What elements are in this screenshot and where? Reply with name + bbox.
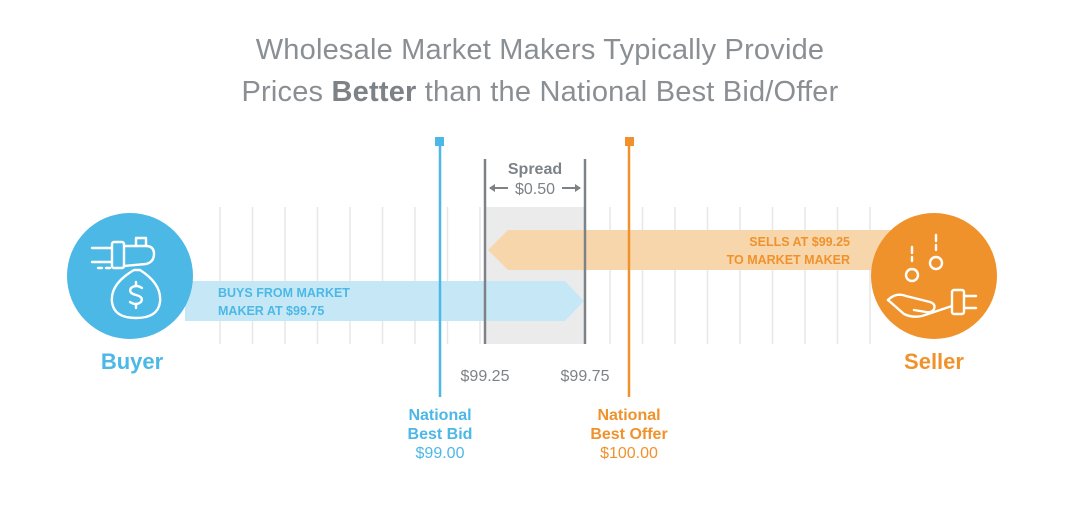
title-suffix: than the National Best Bid/Offer: [416, 76, 839, 108]
spread-label: Spread: [508, 161, 562, 178]
seller-circle: [871, 213, 997, 339]
nbo-price: $100.00: [600, 445, 658, 462]
money-bag-hand-icon: [90, 236, 162, 320]
spread-left-arrow-icon: [489, 184, 508, 192]
buyer-circle: [67, 213, 193, 339]
spread-value: $0.50: [515, 181, 555, 198]
seller-arrow: [488, 230, 895, 270]
buyer-label: Buyer: [101, 349, 164, 374]
nbo-marker: [625, 137, 634, 146]
price-high-label: $99.75: [561, 368, 610, 385]
spread-right-arrow-icon: [562, 184, 581, 192]
nbb-marker: [435, 137, 444, 146]
coins-hand-icon: [886, 233, 978, 318]
seller-arrow-line-1: SELLS AT $99.25: [749, 235, 850, 249]
nbb-price: $99.00: [416, 445, 465, 462]
title-line-1: Wholesale Market Makers Typically Provid…: [255, 34, 825, 66]
spread-band: [485, 207, 585, 344]
nbo-label-line-2: Best Offer: [590, 426, 667, 443]
price-low-label: $99.25: [461, 368, 510, 385]
nbo-label-line-1: National: [597, 407, 660, 424]
buyer-arrow-line-1: BUYS FROM MARKET: [218, 286, 350, 300]
buyer-arrow-line-2: MAKER AT $99.75: [218, 304, 324, 318]
nbb-label-line-1: National: [408, 407, 471, 424]
seller-arrow-line-2: TO MARKET MAKER: [727, 253, 850, 267]
title-bold-word: Better: [331, 76, 417, 108]
title-prefix: Prices: [241, 76, 332, 108]
nbb-label-line-2: Best Bid: [408, 426, 473, 443]
seller-label: Seller: [904, 349, 964, 374]
title-line-2: Prices Better than the National Best Bid…: [0, 76, 1080, 109]
